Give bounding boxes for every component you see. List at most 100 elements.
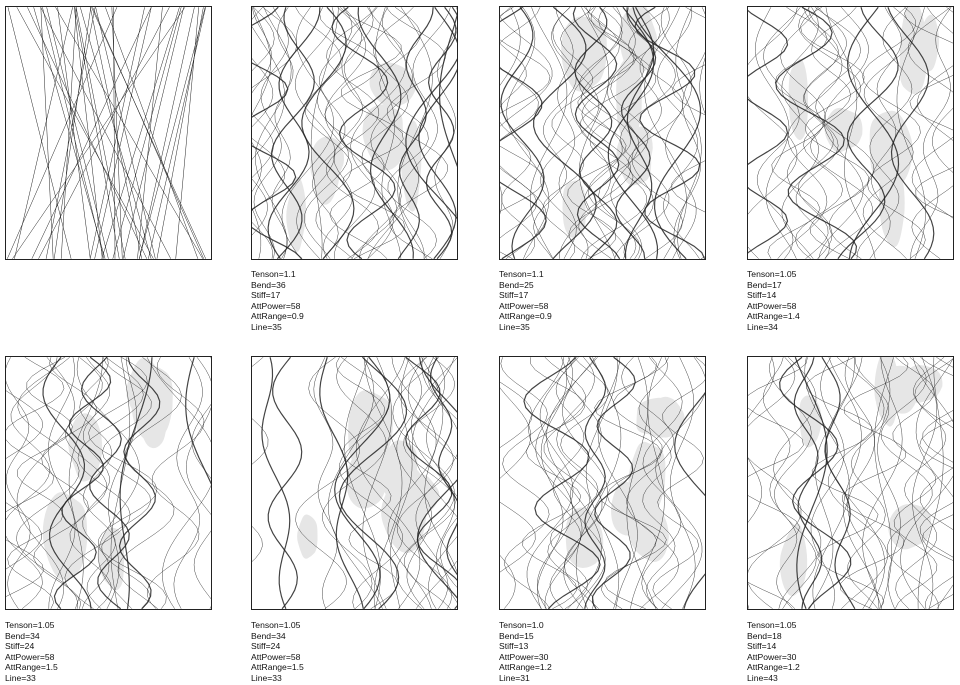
fiber-curve xyxy=(328,357,383,609)
param-attrange: AttRange=1.5 xyxy=(251,662,304,673)
fiber-curve xyxy=(351,7,414,259)
fiber-curve xyxy=(598,7,661,259)
fiber-curve xyxy=(912,357,938,609)
fiber-line xyxy=(31,7,152,259)
panel-drawing xyxy=(252,7,457,259)
fiber-curve xyxy=(313,357,338,609)
fiber-curve xyxy=(910,7,952,259)
fiber-curve xyxy=(914,358,953,609)
fiber-curve xyxy=(6,357,31,609)
fiber-curve xyxy=(16,357,80,609)
fiber-curve xyxy=(362,357,392,609)
fiber-curve xyxy=(874,357,894,609)
param-attrange: AttRange=1.2 xyxy=(747,662,800,673)
fiber-curve xyxy=(319,7,388,259)
fiber-curve xyxy=(48,357,76,609)
fiber-curve xyxy=(756,7,801,259)
fiber-curve xyxy=(584,357,607,609)
fiber-curve xyxy=(578,7,616,259)
param-stiff: Stiff=17 xyxy=(499,290,529,301)
void-blob xyxy=(369,62,418,107)
param-line: Line=33 xyxy=(5,672,36,683)
fiber-curve xyxy=(253,7,289,259)
fiber-curve xyxy=(800,7,870,259)
fiber-curve xyxy=(562,357,608,609)
param-attpower: AttPower=58 xyxy=(747,300,797,311)
fiber-curve xyxy=(673,7,705,259)
fiber-line xyxy=(55,7,203,259)
fiber-curve xyxy=(556,357,603,609)
fiber-curve xyxy=(621,357,679,609)
void-blob xyxy=(381,440,418,503)
fiber-curve xyxy=(252,357,269,562)
fiber-curve xyxy=(847,357,890,609)
fiber-curve xyxy=(355,357,421,609)
param-line: Line=43 xyxy=(747,672,778,683)
fiber-curve xyxy=(185,357,211,485)
void-blob xyxy=(779,523,808,597)
fiber-curve xyxy=(334,357,391,609)
fiber-curve xyxy=(903,7,953,218)
fiber-curve xyxy=(173,357,203,609)
param-line: Line=33 xyxy=(251,672,282,683)
fiber-curve xyxy=(101,357,152,609)
fiber-curve xyxy=(644,7,687,259)
fiber-curve xyxy=(793,357,823,609)
fiber-curve xyxy=(500,7,541,239)
void-blob xyxy=(286,176,307,252)
fiber-curve xyxy=(638,357,676,609)
fiber-curve xyxy=(869,7,902,259)
fiber-curve xyxy=(338,357,407,609)
fiber-line xyxy=(111,7,123,259)
fiber-curve xyxy=(614,7,676,259)
fiber-curve xyxy=(344,357,381,609)
fiber-curve xyxy=(500,387,531,609)
fiber-line xyxy=(33,7,106,259)
fiber-curve xyxy=(748,9,789,254)
fiber-curve xyxy=(537,357,567,609)
fiber-curve xyxy=(660,7,697,259)
fiber-curve xyxy=(533,7,597,259)
fiber-curve xyxy=(191,357,211,600)
panel-5 xyxy=(5,356,212,610)
fiber-curve xyxy=(325,7,380,259)
fiber-curve xyxy=(769,357,817,609)
caption-panel-2: Tenson=1.1 Bend=36 Stiff=17 AttPower=58 … xyxy=(251,269,304,333)
fiber-curve xyxy=(304,7,362,259)
fiber-curve xyxy=(748,357,775,609)
fiber-curve xyxy=(500,7,545,259)
fiber-curve xyxy=(809,357,855,609)
fiber-curve xyxy=(780,7,833,259)
void-blob xyxy=(346,443,390,509)
fiber-curve xyxy=(623,7,670,259)
caption-panel-5: Tenson=1.05 Bend=34 Stiff=24 AttPower=58… xyxy=(5,620,58,684)
void-blob xyxy=(788,58,809,141)
fiber-line xyxy=(46,7,109,259)
fiber-line xyxy=(12,7,186,259)
fiber-curve xyxy=(671,7,705,259)
fiber-curve xyxy=(657,7,700,259)
param-tenson: Tenson=1.05 xyxy=(5,620,55,630)
fiber-curve xyxy=(411,357,457,518)
void-blob xyxy=(799,395,823,448)
fiber-curve xyxy=(837,7,899,259)
fiber-curve xyxy=(255,7,292,259)
param-tenson: Tenson=1.05 xyxy=(747,620,797,630)
fiber-curve xyxy=(146,357,205,609)
fiber-line xyxy=(122,7,184,259)
fiber-line xyxy=(89,7,145,259)
fiber-curve xyxy=(630,357,665,609)
fiber-curve xyxy=(856,7,913,259)
fiber-line xyxy=(113,7,116,259)
void-blob xyxy=(874,365,921,414)
fiber-curve xyxy=(500,381,536,573)
fiber-curve xyxy=(500,7,547,259)
fiber-curve xyxy=(301,7,355,259)
fiber-curve xyxy=(81,357,111,609)
fiber-curve xyxy=(555,7,577,259)
fiber-curve xyxy=(6,390,43,570)
fiber-curve xyxy=(748,7,798,259)
fiber-line xyxy=(80,7,152,259)
void-blob xyxy=(68,413,104,482)
fiber-curve xyxy=(806,357,885,609)
